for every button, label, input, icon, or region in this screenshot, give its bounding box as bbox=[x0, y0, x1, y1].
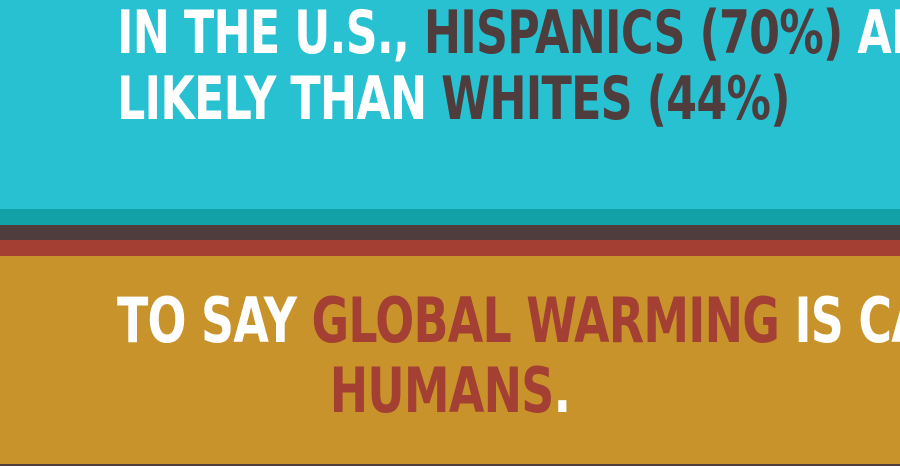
top-panel: IN THE U.S., HISPANICS (70%) ARE MORE LIK… bbox=[0, 0, 900, 209]
stripe-red bbox=[0, 240, 900, 256]
whites-highlight: WHITES (44%) bbox=[441, 64, 790, 134]
global-warming-highlight: GLOBAL WARMING bbox=[311, 284, 780, 357]
top-text-likely-than: LIKELY THAN bbox=[117, 64, 442, 134]
hispanics-highlight: HISPANICS (70%) bbox=[423, 0, 844, 68]
bottom-panel: TO SAY GLOBAL WARMING IS CAUSED BY HUMANS… bbox=[0, 256, 900, 466]
humans-highlight: HUMANS bbox=[329, 354, 555, 427]
bottom-text-to-say: TO SAY bbox=[117, 284, 312, 357]
stripe-brown bbox=[0, 225, 900, 240]
bottom-text-period: . bbox=[553, 354, 571, 427]
bottom-statement: TO SAY GLOBAL WARMING IS CAUSED BY HUMANS… bbox=[117, 256, 900, 427]
bottom-border-line bbox=[0, 464, 900, 466]
top-statement: IN THE U.S., HISPANICS (70%) ARE MORE LIK… bbox=[117, 0, 900, 134]
top-text-are-more: ARE MORE bbox=[857, 0, 900, 68]
bottom-text-caused-by: IS CAUSED BY bbox=[794, 284, 900, 357]
stripe-teal bbox=[0, 209, 900, 225]
top-text-intro: IN THE U.S., bbox=[117, 0, 424, 68]
